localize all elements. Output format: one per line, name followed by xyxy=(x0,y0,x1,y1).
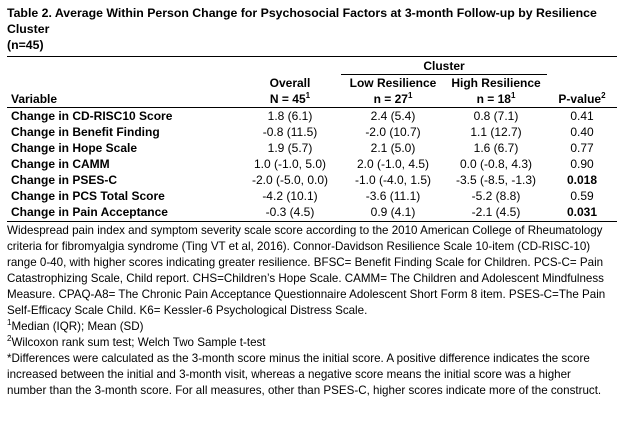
table-row: Change in CAMM 1.0 (-1.0, 5.0) 2.0 (-1.0… xyxy=(7,156,617,172)
abbreviations-line: Measure. CPAQ-A8= The Chronic Pain Accep… xyxy=(7,288,606,301)
pvalue-header: P-value2 xyxy=(547,74,617,108)
variable-cell: Change in Benefit Finding xyxy=(11,125,160,139)
variable-cell: Change in CAMM xyxy=(11,157,110,171)
high-resilience-header: High Resilience n = 181 xyxy=(445,74,547,108)
footnote-1-marker: 1 xyxy=(7,318,12,328)
table-title-line-2: (n=45) xyxy=(7,38,44,52)
variable-cell: Change in Hope Scale xyxy=(11,141,138,155)
low-resilience-header-label: Low Resilience xyxy=(349,76,437,90)
pvalue-header-text: P-value xyxy=(558,92,602,106)
low-resilience-cell: 2.0 (-1.0, 4.5) xyxy=(356,157,430,171)
overall-header-label: Overall xyxy=(269,76,311,90)
low-resilience-cell: 2.4 (5.4) xyxy=(370,109,416,123)
header-empty-cell xyxy=(7,56,239,75)
high-resilience-cell: 0.0 (-0.8, 4.3) xyxy=(459,157,533,171)
table-row: Change in Pain Acceptance -0.3 (4.5) 0.9… xyxy=(7,204,617,222)
overall-cell: -4.2 (10.1) xyxy=(262,189,318,203)
high-resilience-cell: 1.1 (12.7) xyxy=(470,125,522,139)
overall-cell: -2.0 (-5.0, 0.0) xyxy=(251,173,329,187)
low-n-text: n = 27 xyxy=(373,92,408,106)
variable-cell: Change in Pain Acceptance xyxy=(7,204,239,222)
overall-cell: 1.8 (6.1) xyxy=(267,109,313,123)
footnote-2-marker: 2 xyxy=(7,334,12,344)
variable-cell: Change in CD-RISC10 Score xyxy=(11,109,173,123)
overall-n-footnote: 1 xyxy=(305,91,311,100)
low-n-footnote: 1 xyxy=(407,91,413,100)
header-empty-cell xyxy=(547,56,617,75)
low-resilience-cell: 2.1 (5.0) xyxy=(370,141,416,155)
high-resilience-cell: -2.1 (4.5) xyxy=(445,204,547,222)
differences-line: increased between the initial and 3-mont… xyxy=(7,368,571,381)
high-resilience-cell: 1.6 (6.7) xyxy=(473,141,519,155)
results-table: Cluster Variable Overall N = 451 Low Res… xyxy=(7,56,617,222)
variable-header: Variable xyxy=(7,74,239,108)
high-resilience-cell: 0.8 (7.1) xyxy=(473,109,519,123)
footnote-1: 1Median (IQR); Mean (SD) xyxy=(7,319,619,335)
overall-header: Overall N = 451 xyxy=(239,74,341,108)
high-n-footnote: 1 xyxy=(510,91,516,100)
overall-cell: 1.9 (5.7) xyxy=(267,141,313,155)
abbreviations-line: Widespread pain index and symptom severi… xyxy=(7,224,603,237)
pvalue-cell: 0.018 xyxy=(566,173,598,187)
low-resilience-cell: -1.0 (-4.0, 1.5) xyxy=(354,173,432,187)
table-row: Change in CD-RISC10 Score 1.8 (6.1) 2.4 … xyxy=(7,108,617,125)
footnote-1-text: Median (IQR); Mean (SD) xyxy=(11,320,144,333)
cluster-header-row: Cluster xyxy=(7,56,617,75)
high-resilience-cell: -5.2 (8.8) xyxy=(471,189,521,203)
table-row: Change in PCS Total Score -4.2 (10.1) -3… xyxy=(7,188,617,204)
footnote-2: 2Wilcoxon rank sum test; Welch Two Sampl… xyxy=(7,335,619,351)
pvalue-cell: 0.031 xyxy=(547,204,617,222)
abbreviations-line: criteria for fibromyalgia syndrome (Ting… xyxy=(7,240,591,253)
differences-line: number than the 3-month score. For all m… xyxy=(7,384,602,397)
low-resilience-header-n: n = 271 xyxy=(345,91,441,107)
variable-cell: Change in PSES-C xyxy=(11,173,118,187)
table-notes: Widespread pain index and symptom severi… xyxy=(7,223,619,399)
table-row: Change in Benefit Finding -0.8 (11.5) -2… xyxy=(7,124,617,140)
table-row: Change in Hope Scale 1.9 (5.7) 2.1 (5.0)… xyxy=(7,140,617,156)
column-header-row: Variable Overall N = 451 Low Resilience … xyxy=(7,74,617,108)
overall-cell: -0.8 (11.5) xyxy=(262,125,318,139)
abbreviations-line: range 0-40, with higher scores indicatin… xyxy=(7,256,604,269)
pvalue-cell: 0.59 xyxy=(570,189,594,203)
abbreviations-line: Catastrophizing Scale, Child report. CHS… xyxy=(7,272,604,285)
high-resilience-header-label: High Resilience xyxy=(451,76,541,90)
high-resilience-cell: -3.5 (-8.5, -1.3) xyxy=(455,173,537,187)
overall-n-text: N = 45 xyxy=(269,92,306,106)
pvalue-cell: 0.40 xyxy=(570,125,594,139)
pvalue-cell: 0.41 xyxy=(570,109,594,123)
pvalue-cell: 0.90 xyxy=(570,157,594,171)
low-resilience-cell: -3.6 (11.1) xyxy=(365,189,421,203)
differences-line: *Differences were calculated as the 3-mo… xyxy=(7,352,590,365)
variable-cell: Change in PCS Total Score xyxy=(11,189,165,203)
table-title-line-1: Table 2. Average Within Person Change fo… xyxy=(7,6,597,36)
table-title: Table 2. Average Within Person Change fo… xyxy=(7,5,617,53)
table-row: Change in PSES-C -2.0 (-5.0, 0.0) -1.0 (… xyxy=(7,172,617,188)
pvalue-footnote: 2 xyxy=(601,91,606,100)
overall-cell: -0.3 (4.5) xyxy=(239,204,341,222)
low-resilience-header: Low Resilience n = 271 xyxy=(341,74,445,108)
abbreviations-line: Self-Efficacy Scale Child. K6= Kessler-6… xyxy=(7,304,368,317)
footnote-2-text: Wilcoxon rank sum test; Welch Two Sample… xyxy=(11,336,266,349)
overall-cell: 1.0 (-1.0, 5.0) xyxy=(253,157,327,171)
high-resilience-header-n: n = 181 xyxy=(449,91,543,107)
low-resilience-cell: -2.0 (10.7) xyxy=(365,125,421,139)
cluster-header: Cluster xyxy=(341,56,547,75)
overall-header-n: N = 451 xyxy=(243,91,337,107)
pvalue-cell: 0.77 xyxy=(570,141,594,155)
table-body: Change in CD-RISC10 Score 1.8 (6.1) 2.4 … xyxy=(7,108,617,222)
header-empty-cell xyxy=(239,56,341,75)
low-resilience-cell: 0.9 (4.1) xyxy=(341,204,445,222)
high-n-text: n = 18 xyxy=(476,92,511,106)
